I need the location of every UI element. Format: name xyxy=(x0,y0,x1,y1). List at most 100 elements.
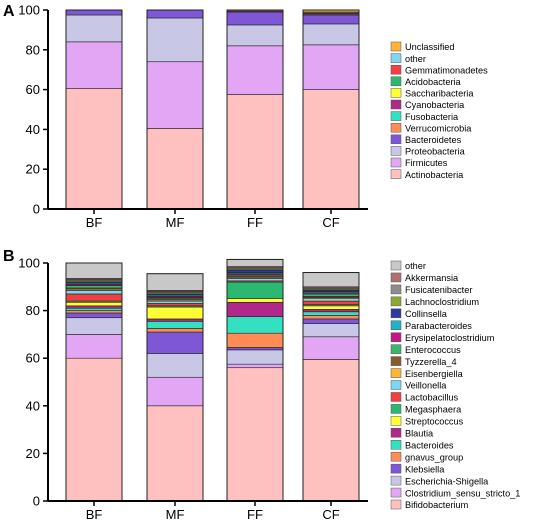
panel-a-bar-bf-2 xyxy=(65,14,123,43)
panel-b-bar-cf-3 xyxy=(302,318,360,324)
panel-b-legend-swatch xyxy=(390,463,402,474)
panel-a-legend-label: Proteobacteria xyxy=(405,147,466,157)
panel-a-legend-label: Fusobacteria xyxy=(405,112,459,122)
panel-b-bar-ff-16 xyxy=(226,269,284,273)
panel-b-legend-swatch xyxy=(390,392,402,402)
panel-b-legend-label: Collinsella xyxy=(405,309,448,319)
panel-b-bar-ff-1 xyxy=(226,363,284,369)
panel-a-legend-swatch xyxy=(390,53,402,63)
panel-a-legend-label: Firmicutes xyxy=(405,158,448,168)
panel-a-legend-swatch xyxy=(390,134,402,145)
panel-b-y-tick-label: 40 xyxy=(26,398,40,413)
panel-b-legend-label: Bacteroides xyxy=(405,440,454,450)
panel-b-legend-swatch xyxy=(390,308,402,319)
panel-a-legend-swatch xyxy=(390,64,402,75)
panel-b-bar-bf-4 xyxy=(65,310,123,314)
panel-a-legend-swatch xyxy=(390,76,402,87)
panel-b-bar-mf-2 xyxy=(146,353,204,378)
panel-b-legend-label: gnavus_group xyxy=(405,452,463,462)
panel-b-bar-cf-10 xyxy=(302,298,360,302)
panel-b-legend-swatch xyxy=(390,260,402,271)
panel-b-legend-swatch xyxy=(390,284,402,295)
panel-b-y-tick-label: 80 xyxy=(26,303,40,318)
panel-b-legend-swatch xyxy=(390,416,402,426)
panel-b-legend-swatch xyxy=(390,404,402,414)
panel-a-legend-label: other xyxy=(405,54,426,64)
panel-b-y-tick-label: 20 xyxy=(26,446,40,461)
panel-b-legend-swatch xyxy=(390,451,402,462)
panel-b-bar-ff-4 xyxy=(226,332,284,348)
panel-b-bar-cf-20 xyxy=(302,272,360,288)
panel-a-x-tick-label: FF xyxy=(247,215,263,230)
panel-b-bar-bf-2 xyxy=(65,317,123,335)
panel-a-bar-ff-2 xyxy=(226,24,284,47)
panel-a-x-tick-label: MF xyxy=(166,215,185,230)
panel-b-bar-bf-20 xyxy=(65,262,123,279)
panel-a-legend-swatch xyxy=(390,99,402,110)
panel-a-legend-swatch xyxy=(390,169,402,179)
panel-a-y-tick-label: 0 xyxy=(33,202,40,217)
panel-a-bar-mf-1 xyxy=(146,61,204,129)
panel-b-legend-swatch xyxy=(390,320,402,330)
panel-b-bar-bf-3 xyxy=(65,312,123,319)
panel-b-legend-label: Erysipelatoclostridium xyxy=(405,333,495,343)
panel-b-legend-swatch xyxy=(390,440,402,450)
panel-b-legend-swatch xyxy=(390,499,402,510)
panel-a-legend-label: Cyanobacteria xyxy=(405,100,465,110)
panel-a-bar-cf-3 xyxy=(302,14,360,25)
panel-a-bar-bf-3 xyxy=(65,9,123,16)
panel-b-bar-cf-2 xyxy=(302,323,360,338)
panel-b-legend-swatch xyxy=(390,487,402,498)
panel-b-legend-swatch xyxy=(390,296,402,307)
panel-b-bar-bf-7 xyxy=(65,301,123,307)
panel-b-bar-mf-4 xyxy=(146,328,204,333)
panel-b-bar-ff-6 xyxy=(226,301,284,317)
panel-a-legend-label: Gemmatimonadetes xyxy=(405,65,488,75)
panel-a-y-tick-label: 100 xyxy=(18,3,40,18)
panel-b-x-tick-label: FF xyxy=(247,507,263,522)
panel-b-bar-mf-10 xyxy=(146,300,204,304)
panel-b-x-tick-label: MF xyxy=(166,507,185,522)
panel-b-bar-cf-7 xyxy=(302,305,360,310)
panel-b-bar-ff-2 xyxy=(226,349,284,365)
panel-b-bar-ff-20 xyxy=(226,259,284,267)
panel-b-bar-cf-4 xyxy=(302,315,360,320)
panel-a-bar-cf-0 xyxy=(302,89,360,210)
panel-a-legend-swatch xyxy=(390,122,402,133)
panel-a-bar-bf-0 xyxy=(65,88,123,210)
panel-a-chart: A BF MF FF CF 0 20 40 60 80 100 Unclassified otherG… xyxy=(3,3,488,231)
panel-b-legend-label: Parabacteroides xyxy=(405,321,472,331)
panel-a-y-tick-label: 40 xyxy=(26,122,40,137)
panel-a-bar-cf-2 xyxy=(302,23,360,46)
panel-b-legend-label: Streptococcus xyxy=(405,417,464,427)
panel-b-legend-swatch xyxy=(390,380,402,390)
panel-b-legend-swatch xyxy=(390,428,402,438)
panel-b-bar-mf-0 xyxy=(146,405,204,502)
panel-b-y-tick-label: 100 xyxy=(18,256,40,271)
panel-b-bar-bf-10 xyxy=(65,290,123,295)
panel-b-bar-ff-7 xyxy=(226,298,284,303)
panel-a-label: A xyxy=(3,3,15,20)
panel-b-legend-label: Veillonella xyxy=(405,381,447,391)
panel-b-legend-label: Bifidobacterium xyxy=(405,500,469,510)
panel-b-bar-mf-1 xyxy=(146,376,204,407)
panel-a-legend-label: Saccharibacteria xyxy=(405,89,474,99)
panel-b-bar-mf-7 xyxy=(146,306,204,320)
panel-a-bar-bf-1 xyxy=(65,41,123,89)
panel-b-legend-swatch xyxy=(390,475,402,486)
panel-a-y-tick-label: 60 xyxy=(26,82,40,97)
panel-b-bar-mf-20 xyxy=(146,273,204,291)
panel-b-legend-label: Megasphaera xyxy=(405,405,462,415)
panel-b-bar-bf-6 xyxy=(65,305,123,309)
panel-a-legend-swatch xyxy=(390,111,402,121)
panel-b-legend-label: Fusicatenibacter xyxy=(405,285,472,295)
panel-b-legend-label: other xyxy=(405,261,426,271)
panel-a-bar-ff-3 xyxy=(226,11,284,26)
panel-b-legend-label: Blautia xyxy=(405,429,434,439)
panel-b-bar-bf-0 xyxy=(65,357,123,502)
panel-b-bar-cf-9 xyxy=(302,300,360,305)
panel-b-bar-cf-6 xyxy=(302,309,360,313)
panel-b-bar-cf-1 xyxy=(302,336,360,360)
panel-b-legend-label: Escherichia-Shigella xyxy=(405,476,489,486)
